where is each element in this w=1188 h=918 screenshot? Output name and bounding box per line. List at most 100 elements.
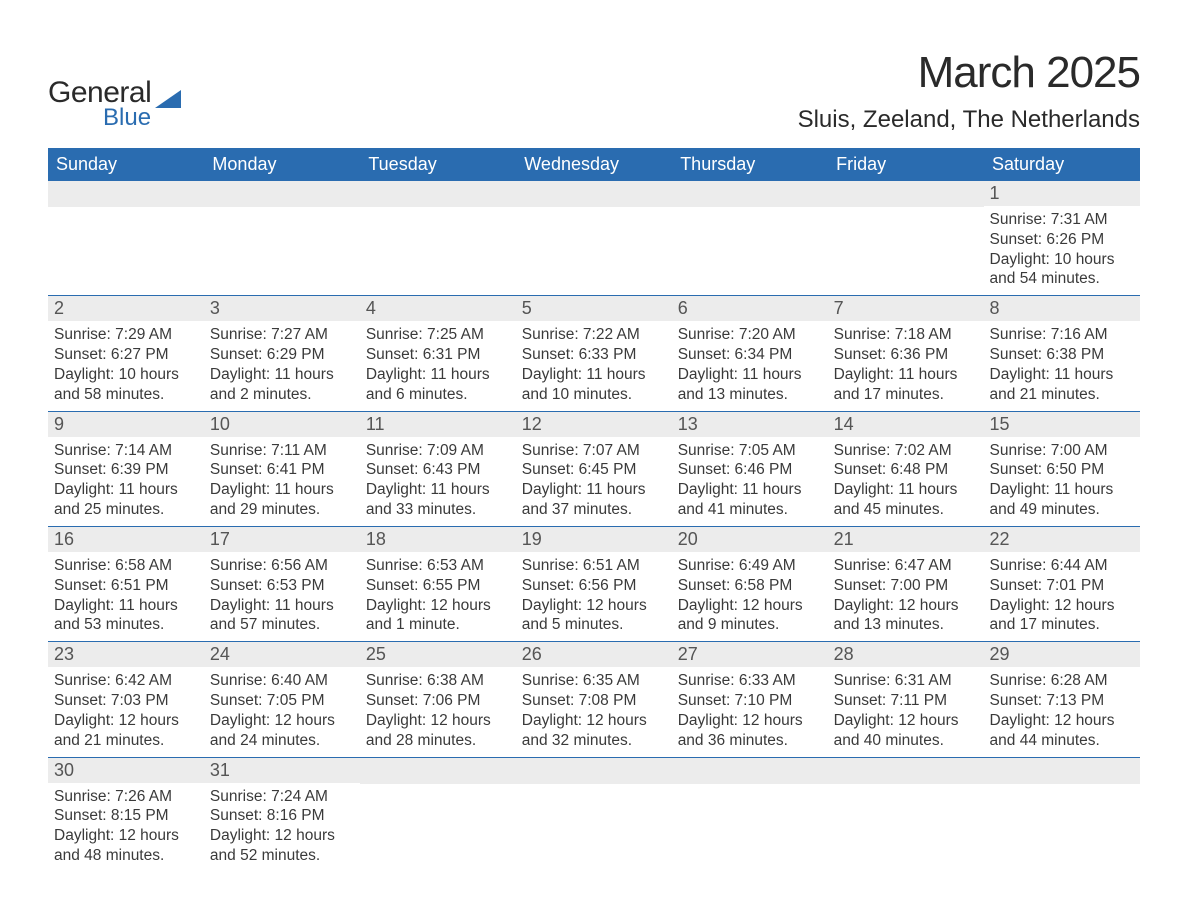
calendar-week-row: 23Sunrise: 6:42 AMSunset: 7:03 PMDayligh…	[48, 642, 1140, 757]
day-details: Sunrise: 6:56 AMSunset: 6:53 PMDaylight:…	[204, 552, 360, 641]
day-number	[360, 181, 516, 207]
calendar-cell	[516, 181, 672, 296]
calendar-body: 1Sunrise: 7:31 AMSunset: 6:26 PMDaylight…	[48, 181, 1140, 872]
sunset-text: Sunset: 8:16 PM	[210, 806, 354, 826]
day-number: 30	[48, 758, 204, 783]
daylight-text: Daylight: 12 hours and 32 minutes.	[522, 711, 666, 751]
sunrise-text: Sunrise: 6:51 AM	[522, 556, 666, 576]
day-number: 29	[984, 642, 1140, 667]
sunset-text: Sunset: 7:13 PM	[990, 691, 1134, 711]
day-number: 17	[204, 527, 360, 552]
sunset-text: Sunset: 6:38 PM	[990, 345, 1134, 365]
sunset-text: Sunset: 6:27 PM	[54, 345, 198, 365]
day-number	[672, 181, 828, 207]
calendar-cell: 30Sunrise: 7:26 AMSunset: 8:15 PMDayligh…	[48, 757, 204, 872]
month-title: March 2025	[798, 48, 1140, 98]
day-details: Sunrise: 7:05 AMSunset: 6:46 PMDaylight:…	[672, 437, 828, 526]
sunset-text: Sunset: 6:50 PM	[990, 460, 1134, 480]
sunset-text: Sunset: 6:58 PM	[678, 576, 822, 596]
day-number: 18	[360, 527, 516, 552]
sunset-text: Sunset: 6:46 PM	[678, 460, 822, 480]
day-number: 14	[828, 412, 984, 437]
daylight-text: Daylight: 11 hours and 37 minutes.	[522, 480, 666, 520]
sunrise-text: Sunrise: 7:20 AM	[678, 325, 822, 345]
calendar-cell: 7Sunrise: 7:18 AMSunset: 6:36 PMDaylight…	[828, 296, 984, 411]
sunset-text: Sunset: 6:31 PM	[366, 345, 510, 365]
sunset-text: Sunset: 8:15 PM	[54, 806, 198, 826]
calendar-cell: 10Sunrise: 7:11 AMSunset: 6:41 PMDayligh…	[204, 411, 360, 526]
day-number: 8	[984, 296, 1140, 321]
sunrise-text: Sunrise: 6:33 AM	[678, 671, 822, 691]
sunset-text: Sunset: 6:43 PM	[366, 460, 510, 480]
day-number: 12	[516, 412, 672, 437]
calendar-week-row: 16Sunrise: 6:58 AMSunset: 6:51 PMDayligh…	[48, 526, 1140, 641]
daylight-text: Daylight: 12 hours and 21 minutes.	[54, 711, 198, 751]
sunset-text: Sunset: 6:39 PM	[54, 460, 198, 480]
sunset-text: Sunset: 7:01 PM	[990, 576, 1134, 596]
calendar-cell: 29Sunrise: 6:28 AMSunset: 7:13 PMDayligh…	[984, 642, 1140, 757]
calendar-cell: 2Sunrise: 7:29 AMSunset: 6:27 PMDaylight…	[48, 296, 204, 411]
calendar-cell: 26Sunrise: 6:35 AMSunset: 7:08 PMDayligh…	[516, 642, 672, 757]
daylight-text: Daylight: 10 hours and 54 minutes.	[990, 250, 1134, 290]
sunset-text: Sunset: 6:51 PM	[54, 576, 198, 596]
day-details: Sunrise: 7:18 AMSunset: 6:36 PMDaylight:…	[828, 321, 984, 410]
title-block: March 2025 Sluis, Zeeland, The Netherlan…	[798, 48, 1140, 134]
calendar-cell: 27Sunrise: 6:33 AMSunset: 7:10 PMDayligh…	[672, 642, 828, 757]
calendar-cell: 18Sunrise: 6:53 AMSunset: 6:55 PMDayligh…	[360, 526, 516, 641]
calendar-cell: 12Sunrise: 7:07 AMSunset: 6:45 PMDayligh…	[516, 411, 672, 526]
day-details: Sunrise: 7:11 AMSunset: 6:41 PMDaylight:…	[204, 437, 360, 526]
day-details: Sunrise: 7:26 AMSunset: 8:15 PMDaylight:…	[48, 783, 204, 872]
weekday-header: Thursday	[672, 148, 828, 181]
day-number	[828, 758, 984, 784]
daylight-text: Daylight: 11 hours and 41 minutes.	[678, 480, 822, 520]
calendar-cell	[48, 181, 204, 296]
sunset-text: Sunset: 6:36 PM	[834, 345, 978, 365]
weekday-header: Monday	[204, 148, 360, 181]
day-number: 22	[984, 527, 1140, 552]
daylight-text: Daylight: 12 hours and 28 minutes.	[366, 711, 510, 751]
day-details: Sunrise: 7:07 AMSunset: 6:45 PMDaylight:…	[516, 437, 672, 526]
calendar-cell: 14Sunrise: 7:02 AMSunset: 6:48 PMDayligh…	[828, 411, 984, 526]
day-details: Sunrise: 6:51 AMSunset: 6:56 PMDaylight:…	[516, 552, 672, 641]
day-number: 27	[672, 642, 828, 667]
daylight-text: Daylight: 11 hours and 21 minutes.	[990, 365, 1134, 405]
sunrise-text: Sunrise: 6:35 AM	[522, 671, 666, 691]
daylight-text: Daylight: 12 hours and 5 minutes.	[522, 596, 666, 636]
day-details	[204, 207, 360, 295]
sunrise-text: Sunrise: 6:42 AM	[54, 671, 198, 691]
logo-text-blue: Blue	[103, 104, 151, 132]
calendar-cell: 24Sunrise: 6:40 AMSunset: 7:05 PMDayligh…	[204, 642, 360, 757]
sunrise-text: Sunrise: 7:02 AM	[834, 441, 978, 461]
daylight-text: Daylight: 12 hours and 40 minutes.	[834, 711, 978, 751]
sunrise-text: Sunrise: 7:22 AM	[522, 325, 666, 345]
weekday-header: Friday	[828, 148, 984, 181]
day-number: 6	[672, 296, 828, 321]
day-details	[828, 207, 984, 295]
day-details	[48, 207, 204, 295]
calendar-cell: 22Sunrise: 6:44 AMSunset: 7:01 PMDayligh…	[984, 526, 1140, 641]
day-details: Sunrise: 6:33 AMSunset: 7:10 PMDaylight:…	[672, 667, 828, 756]
sunrise-text: Sunrise: 6:49 AM	[678, 556, 822, 576]
sunset-text: Sunset: 7:11 PM	[834, 691, 978, 711]
day-details: Sunrise: 6:38 AMSunset: 7:06 PMDaylight:…	[360, 667, 516, 756]
weekday-header: Saturday	[984, 148, 1140, 181]
day-number	[48, 181, 204, 207]
daylight-text: Daylight: 11 hours and 10 minutes.	[522, 365, 666, 405]
day-number: 24	[204, 642, 360, 667]
daylight-text: Daylight: 11 hours and 29 minutes.	[210, 480, 354, 520]
sunrise-text: Sunrise: 7:00 AM	[990, 441, 1134, 461]
sunrise-text: Sunrise: 6:31 AM	[834, 671, 978, 691]
calendar-cell: 4Sunrise: 7:25 AMSunset: 6:31 PMDaylight…	[360, 296, 516, 411]
day-details: Sunrise: 6:42 AMSunset: 7:03 PMDaylight:…	[48, 667, 204, 756]
calendar-cell: 17Sunrise: 6:56 AMSunset: 6:53 PMDayligh…	[204, 526, 360, 641]
day-details: Sunrise: 7:00 AMSunset: 6:50 PMDaylight:…	[984, 437, 1140, 526]
logo-triangle-icon	[153, 88, 183, 110]
day-details: Sunrise: 7:25 AMSunset: 6:31 PMDaylight:…	[360, 321, 516, 410]
sunrise-text: Sunrise: 6:47 AM	[834, 556, 978, 576]
day-details: Sunrise: 7:29 AMSunset: 6:27 PMDaylight:…	[48, 321, 204, 410]
sunset-text: Sunset: 6:26 PM	[990, 230, 1134, 250]
daylight-text: Daylight: 12 hours and 13 minutes.	[834, 596, 978, 636]
day-details: Sunrise: 7:24 AMSunset: 8:16 PMDaylight:…	[204, 783, 360, 872]
daylight-text: Daylight: 11 hours and 57 minutes.	[210, 596, 354, 636]
day-number: 20	[672, 527, 828, 552]
